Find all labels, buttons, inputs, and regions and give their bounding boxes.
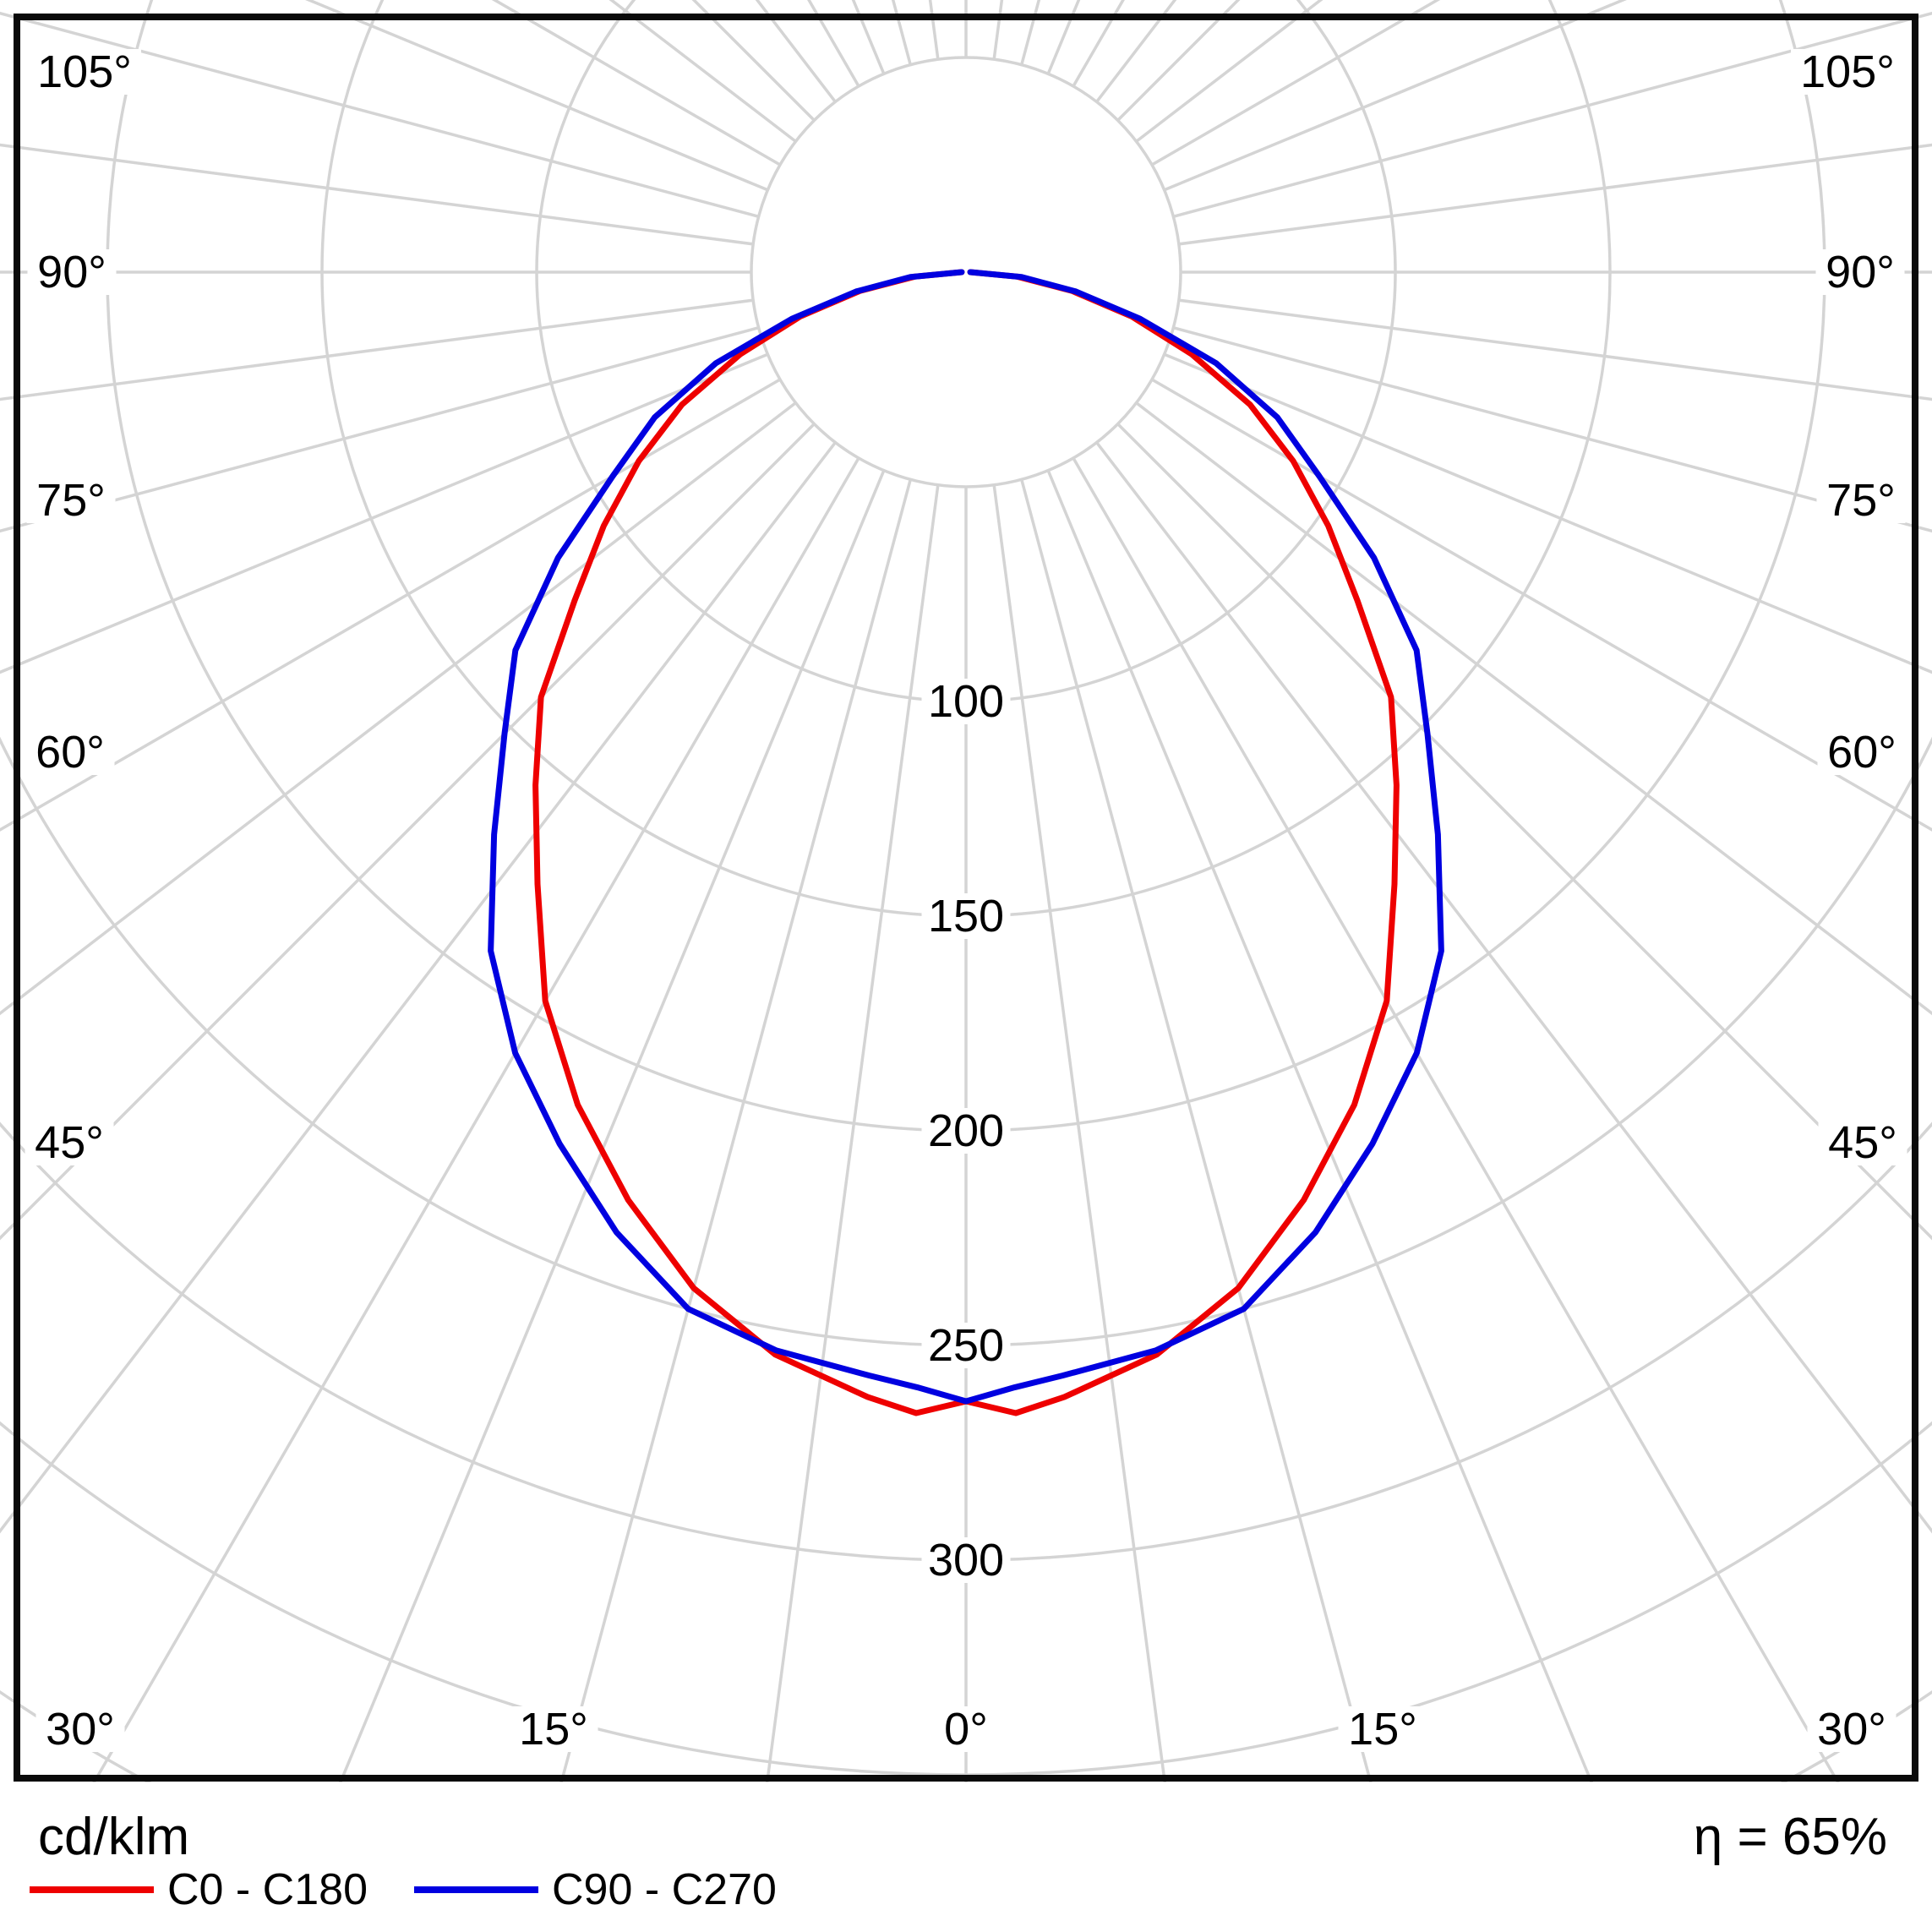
angle-label-bottom-0-bg [35, 1706, 125, 1752]
angle-gridline-75 [1172, 326, 1932, 533]
legend-item-c0-c180: C0 - C180 [30, 1864, 368, 1915]
legend-item-c90-c270: C90 - C270 [414, 1864, 777, 1915]
angle-gridline-187.5 [928, 0, 940, 60]
angle-label-right-75: 75° [1826, 475, 1896, 526]
angle-gridline-322.5 [0, 441, 837, 1534]
angle-label-right-105-bg [1791, 49, 1904, 95]
angle-gridline-300 [0, 378, 781, 832]
unit-label: cd/klm [38, 1808, 190, 1866]
angle-gridline-82.5 [1178, 298, 1932, 401]
angle-label-bottom-3: 15° [1348, 1704, 1417, 1755]
angle-gridline-315 [0, 423, 816, 1241]
angle-gridline-37.5 [1095, 441, 1932, 1534]
angle-label-left-105: 105° [37, 46, 132, 97]
angle-gridline-172.5 [992, 0, 1004, 60]
angle-gridline-285 [0, 326, 760, 533]
angle-label-right-105: 105° [1800, 46, 1895, 97]
angle-label-left-75-bg [26, 478, 116, 523]
radial-label-250: 250 [928, 1320, 1004, 1371]
angle-gridline-67.5 [1163, 352, 1932, 674]
angle-gridline-247.5 [305, 0, 769, 192]
legend-swatch-red [30, 1886, 154, 1893]
angle-label-right-45-bg [1818, 1120, 1907, 1165]
angle-label-bottom-0: 30° [46, 1704, 115, 1755]
angle-gridline-105 [1172, 11, 1932, 218]
angle-gridline-22.5 [1046, 469, 1656, 1932]
efficiency-label: η = 65% [1693, 1808, 1887, 1866]
angle-gridline-112.5 [1163, 0, 1627, 192]
footer-mask [0, 1782, 1932, 1932]
plot-border [14, 14, 1918, 1782]
legend-label: C0 - C180 [167, 1865, 368, 1914]
angle-label-bottom-3-bg [1338, 1706, 1427, 1752]
angle-label-bottom-2-bg [934, 1706, 998, 1752]
angle-gridline-202.5 [851, 0, 886, 75]
angle-label-left-45-bg [25, 1120, 114, 1165]
angle-label-left-90-bg [27, 249, 117, 295]
angle-gridline-292.5 [0, 352, 769, 674]
radial-gridline-50 [750, 56, 1182, 488]
angle-label-bottom-4: 30° [1817, 1704, 1886, 1755]
angle-label-left-60: 60° [35, 727, 105, 778]
radial-label-100: 100 [928, 676, 1004, 727]
angle-label-left-90: 90° [37, 247, 106, 297]
angle-label-bottom-1: 15° [519, 1704, 588, 1755]
legend: C0 - C180 C90 - C270 [0, 1864, 1932, 1924]
legend-swatch-blue [414, 1886, 538, 1893]
angle-gridline-345 [519, 478, 912, 1932]
radial-label-150: 150 [928, 891, 1004, 941]
angle-gridline-262.5 [0, 143, 754, 246]
angle-gridline-352.5 [745, 484, 940, 1932]
radial-label-200: 200 [928, 1105, 1004, 1156]
angle-label-right-45: 45° [1828, 1117, 1897, 1168]
angle-label-right-60-bg [1817, 729, 1907, 775]
radial-label-150-bg [921, 893, 1011, 939]
angle-label-left-60-bg [25, 729, 115, 775]
radial-label-300: 300 [928, 1535, 1004, 1585]
angle-label-bottom-2: 0° [944, 1704, 988, 1755]
angle-label-right-90-bg [1815, 249, 1905, 295]
angle-gridline-337.5 [276, 469, 886, 1932]
angle-label-right-60: 60° [1827, 727, 1897, 778]
curve-c90-c270 [488, 269, 1444, 1405]
radial-label-200-bg [921, 1108, 1011, 1154]
angle-gridline-30 [1072, 457, 1926, 1932]
radial-label-100-bg [921, 679, 1011, 724]
angle-label-left-45: 45° [35, 1117, 104, 1168]
angle-gridline-7.5 [992, 484, 1187, 1932]
angle-gridline-15 [1020, 478, 1413, 1932]
angle-gridline-45 [1116, 423, 1932, 1241]
angle-gridline-60 [1151, 378, 1932, 832]
angle-gridline-97.5 [1178, 143, 1932, 246]
radial-label-250-bg [921, 1323, 1011, 1368]
angle-label-left-105-bg [28, 49, 141, 95]
angle-gridline-277.5 [0, 298, 754, 401]
angle-label-right-75-bg [1816, 478, 1906, 523]
angle-gridline-330 [6, 457, 860, 1932]
legend-label: C90 - C270 [552, 1865, 777, 1914]
angle-label-bottom-1-bg [509, 1706, 598, 1752]
angle-label-bottom-4-bg [1807, 1706, 1897, 1752]
angle-label-left-75: 75° [36, 475, 106, 526]
angle-gridline-255 [0, 11, 760, 218]
angle-gridline-157.5 [1046, 0, 1081, 75]
angle-label-right-90: 90° [1826, 247, 1895, 297]
radial-label-300-bg [921, 1537, 1011, 1583]
